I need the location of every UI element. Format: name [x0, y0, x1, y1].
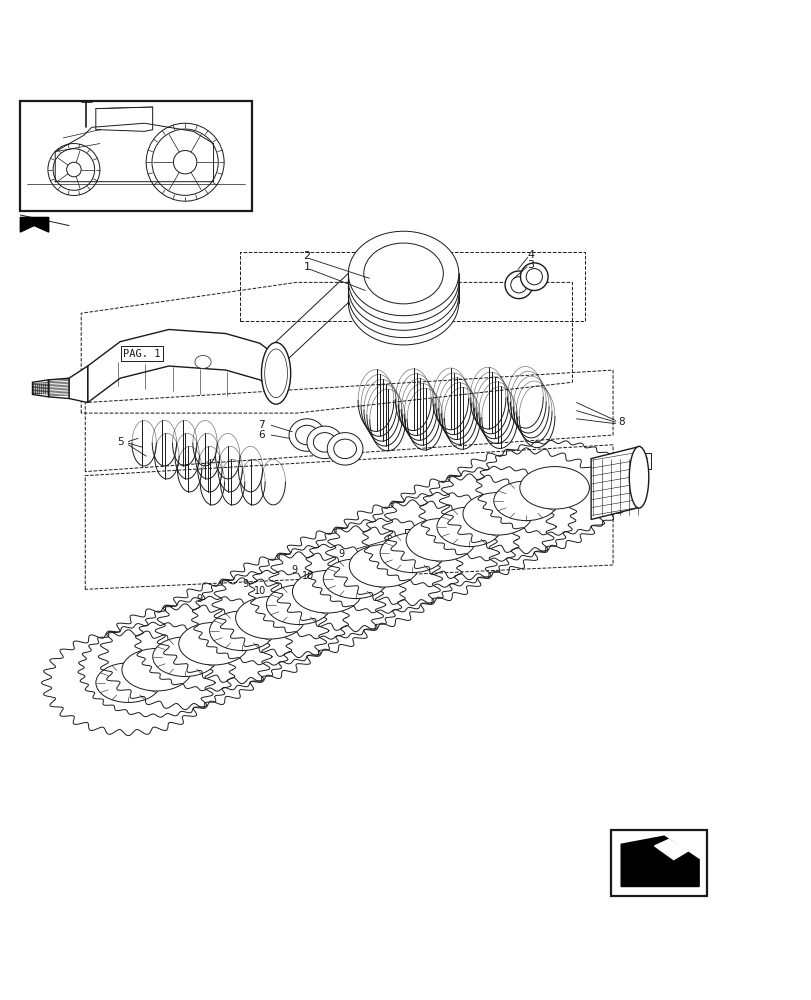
Ellipse shape: [380, 533, 444, 573]
Ellipse shape: [519, 467, 589, 509]
Ellipse shape: [235, 596, 305, 639]
Ellipse shape: [195, 355, 211, 368]
Text: 10: 10: [533, 495, 546, 505]
Text: 9: 9: [195, 594, 202, 604]
Ellipse shape: [348, 231, 458, 316]
Text: 2: 2: [303, 251, 310, 261]
Ellipse shape: [266, 585, 331, 625]
Polygon shape: [654, 839, 687, 860]
Text: 9: 9: [522, 489, 529, 499]
Text: PAG. 3: PAG. 3: [610, 456, 647, 466]
Text: 3: 3: [527, 260, 534, 270]
Polygon shape: [590, 446, 639, 519]
Ellipse shape: [178, 622, 248, 665]
Ellipse shape: [209, 611, 274, 651]
Text: 9: 9: [477, 503, 483, 513]
Text: 10: 10: [443, 526, 456, 536]
Text: 11: 11: [406, 532, 421, 542]
Ellipse shape: [520, 263, 547, 291]
Ellipse shape: [363, 272, 443, 333]
Ellipse shape: [307, 426, 342, 459]
Ellipse shape: [504, 271, 532, 299]
Text: 1: 1: [303, 262, 310, 272]
Polygon shape: [20, 217, 49, 232]
Ellipse shape: [348, 246, 458, 330]
Ellipse shape: [363, 243, 443, 304]
Text: 9: 9: [290, 565, 297, 575]
Text: 10: 10: [488, 510, 501, 520]
Text: 10: 10: [253, 586, 266, 596]
Bar: [611, 830, 706, 896]
Text: 10: 10: [302, 571, 315, 581]
Text: 10: 10: [396, 541, 409, 551]
Polygon shape: [69, 366, 88, 403]
Bar: [20, 101, 251, 211]
Polygon shape: [32, 380, 49, 397]
Ellipse shape: [292, 571, 362, 613]
Ellipse shape: [152, 637, 217, 676]
Ellipse shape: [349, 545, 418, 587]
Text: 7: 7: [258, 420, 264, 430]
Ellipse shape: [122, 648, 191, 691]
Text: 10: 10: [349, 557, 362, 567]
Ellipse shape: [406, 519, 475, 561]
Ellipse shape: [96, 663, 161, 702]
Text: 8: 8: [618, 417, 624, 427]
Ellipse shape: [327, 433, 363, 465]
Ellipse shape: [289, 419, 324, 451]
Polygon shape: [620, 836, 698, 887]
Ellipse shape: [323, 559, 388, 599]
Ellipse shape: [363, 250, 443, 311]
Text: 5: 5: [117, 437, 123, 447]
Text: 9: 9: [433, 519, 440, 529]
Ellipse shape: [295, 425, 318, 445]
Ellipse shape: [264, 349, 287, 398]
Ellipse shape: [363, 265, 443, 326]
Text: 6: 6: [258, 430, 264, 440]
Ellipse shape: [348, 253, 458, 338]
Text: PAG. 1: PAG. 1: [123, 349, 161, 359]
Text: 9: 9: [242, 579, 248, 589]
Ellipse shape: [526, 269, 542, 285]
Ellipse shape: [348, 239, 458, 323]
Ellipse shape: [348, 260, 458, 345]
Text: 9: 9: [386, 535, 393, 545]
Ellipse shape: [333, 439, 356, 459]
Ellipse shape: [462, 493, 532, 535]
Ellipse shape: [493, 481, 558, 521]
Text: 9: 9: [337, 549, 344, 559]
Ellipse shape: [510, 277, 526, 293]
Ellipse shape: [261, 342, 290, 404]
Polygon shape: [88, 329, 276, 403]
Ellipse shape: [629, 446, 648, 508]
Text: 4: 4: [527, 250, 534, 260]
Ellipse shape: [436, 507, 501, 547]
Ellipse shape: [313, 433, 336, 452]
Polygon shape: [49, 378, 69, 398]
Ellipse shape: [363, 258, 443, 318]
